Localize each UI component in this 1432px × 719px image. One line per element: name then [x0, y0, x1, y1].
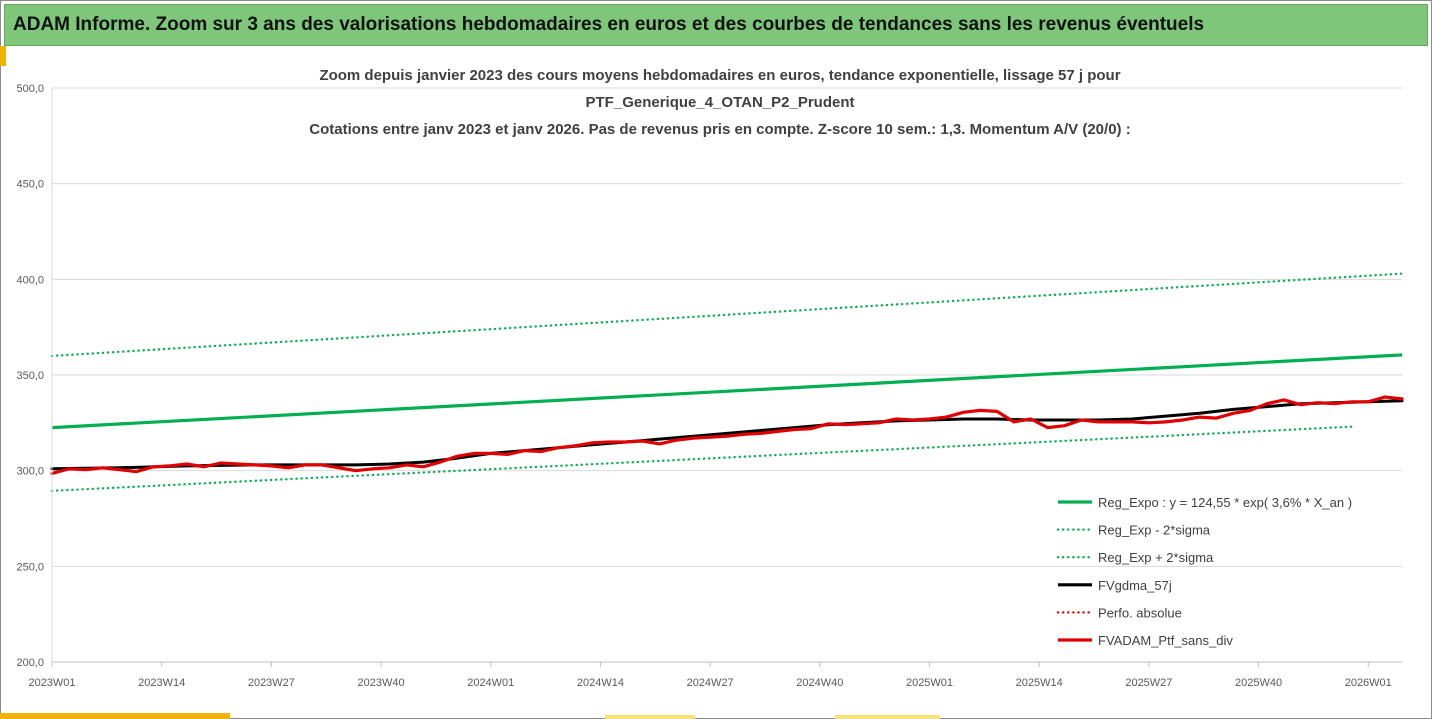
legend-label: FVADAM_Ptf_sans_div: [1098, 633, 1233, 648]
gridlines: [52, 87, 1402, 567]
series-line-reg-exp-2-sigma: [50, 272, 1404, 358]
header-banner: ADAM Informe. Zoom sur 3 ans des valoris…: [4, 4, 1428, 46]
legend-label: FVgdma_57j: [1098, 578, 1172, 593]
series-line-fvgdma-57j: [50, 399, 1404, 471]
legend-label: Reg_Exp + 2*sigma: [1098, 550, 1214, 565]
x-tick-label: 2026W01: [1345, 677, 1392, 689]
legend-label: Perfo. absolue: [1098, 605, 1182, 620]
x-tick-label: 2025W40: [1235, 677, 1282, 689]
accent-bar-bottom: [0, 713, 230, 719]
x-tick-label: 2025W01: [906, 677, 953, 689]
x-tick-label: 2024W14: [577, 677, 624, 689]
chart-title-line-1: Zoom depuis janvier 2023 des cours moyen…: [319, 67, 1120, 84]
accent-bar-bottom-3: [835, 715, 940, 719]
legend-label: Reg_Expo : y = 124,55 * exp( 3,6% * X_an…: [1098, 495, 1352, 510]
x-tick-label: 2025W27: [1125, 677, 1172, 689]
x-tick-label: 2023W14: [138, 677, 185, 689]
x-tick-label: 2024W27: [687, 677, 734, 689]
y-tick-label: 450,0: [16, 179, 44, 191]
x-tick-label: 2023W01: [28, 677, 75, 689]
page-title: ADAM Informe. Zoom sur 3 ans des valoris…: [13, 14, 1205, 35]
accent-bar-bottom-2: [605, 715, 695, 719]
chart-title-line-2: PTF_Generique_4_OTAN_P2_Prudent: [586, 94, 855, 111]
y-tick-label: 400,0: [16, 274, 44, 286]
x-tick-label: 2024W40: [796, 677, 843, 689]
y-tick-label: 300,0: [16, 466, 44, 478]
y-tick-label: 200,0: [16, 657, 44, 669]
x-tick-label: 2023W40: [358, 677, 405, 689]
axes: 500,0 450,0 400,0 350,0 300,0 250,0 200,0 2023W…: [16, 83, 1402, 689]
y-tick-label: 350,0: [16, 370, 44, 382]
legend: Reg_Expo : y = 124,55 * exp( 3,6% * X_an…: [1056, 495, 1352, 648]
x-tick-label: 2025W14: [1016, 677, 1063, 689]
y-tick-label: 250,0: [16, 561, 44, 573]
x-tick-label: 2024W01: [467, 677, 514, 689]
series-line-reg-expo: [51, 353, 1403, 430]
x-tick-label: 2023W27: [248, 677, 295, 689]
series-layer: [50, 272, 1404, 492]
series-line-fvadam-ptf-sans-div: [50, 395, 1404, 476]
legend-label: Reg_Exp - 2*sigma: [1098, 523, 1211, 538]
y-tick-label: 500,0: [16, 83, 44, 95]
chart-title-line-3: Cotations entre janv 2023 et janv 2026. …: [309, 121, 1130, 138]
accent-bar-left: [0, 46, 6, 66]
